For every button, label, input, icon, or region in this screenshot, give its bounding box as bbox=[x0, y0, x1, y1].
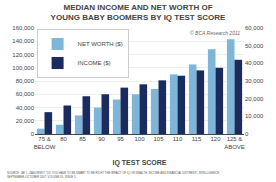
svg-text:105: 105 bbox=[153, 136, 164, 142]
svg-text:40,000: 40,000 bbox=[16, 105, 35, 111]
svg-text:120,000: 120,000 bbox=[12, 52, 34, 58]
svg-text:75 &BELOW: 75 &BELOW bbox=[34, 136, 56, 150]
svg-text:MEDIAN INCOME AND NET WORTH OF: MEDIAN INCOME AND NET WORTH OFYOUNG BABY… bbox=[51, 3, 227, 22]
svg-text:60,000: 60,000 bbox=[245, 25, 264, 31]
svg-text:40,000: 40,000 bbox=[245, 60, 264, 66]
svg-text:125 &ABOVE: 125 &ABOVE bbox=[224, 136, 245, 150]
svg-text:80: 80 bbox=[60, 136, 67, 142]
svg-text:10,000: 10,000 bbox=[245, 113, 264, 119]
svg-text:115: 115 bbox=[192, 136, 202, 142]
svg-text:90: 90 bbox=[98, 136, 105, 142]
svg-text:50,000: 50,000 bbox=[245, 43, 264, 49]
svg-text:160,000: 160,000 bbox=[12, 25, 34, 31]
svg-text:100: 100 bbox=[134, 136, 145, 142]
svg-text:INCOME ($): INCOME ($) bbox=[78, 60, 111, 66]
svg-text:120: 120 bbox=[210, 136, 221, 142]
svg-text:20,000: 20,000 bbox=[16, 118, 35, 124]
svg-text:SOURCE: JAY L. ZAGORSKY. "DO Y: SOURCE: JAY L. ZAGORSKY. "DO YOU HAVE TO… bbox=[7, 171, 220, 179]
svg-text:0: 0 bbox=[245, 131, 249, 137]
svg-text:140,000: 140,000 bbox=[12, 38, 34, 44]
svg-text:85: 85 bbox=[79, 136, 86, 142]
svg-text:80,000: 80,000 bbox=[16, 78, 35, 84]
svg-text:IQ TEST SCORE: IQ TEST SCORE bbox=[112, 159, 166, 167]
svg-text:NET WORTH ($): NET WORTH ($) bbox=[78, 41, 123, 47]
svg-text:95: 95 bbox=[117, 136, 124, 142]
svg-text:© BCA Research 2011: © BCA Research 2011 bbox=[190, 30, 240, 36]
svg-text:60,000: 60,000 bbox=[16, 91, 35, 97]
svg-text:110: 110 bbox=[173, 136, 183, 142]
svg-text:20,000: 20,000 bbox=[245, 96, 264, 102]
svg-text:100,000: 100,000 bbox=[12, 65, 34, 71]
svg-text:30,000: 30,000 bbox=[245, 78, 264, 84]
svg-text:0: 0 bbox=[31, 131, 35, 137]
